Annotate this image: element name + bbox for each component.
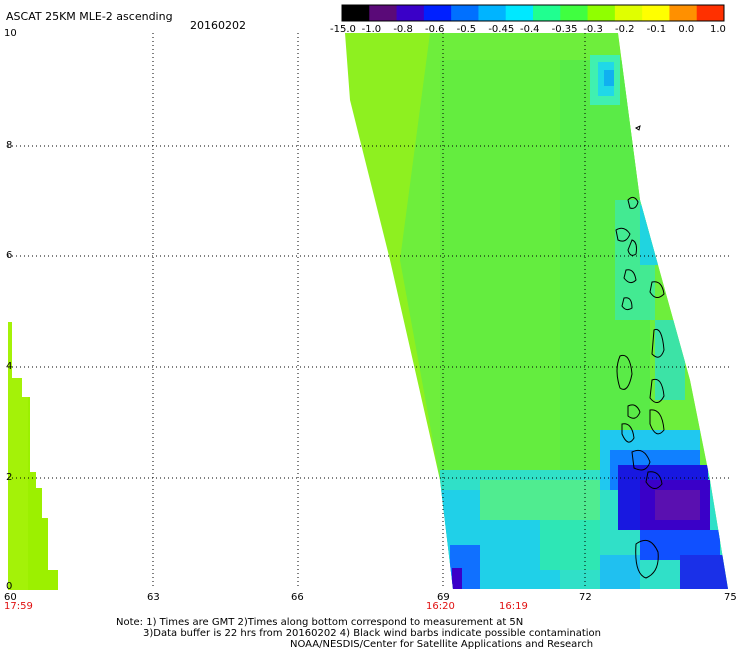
colorbar-segment <box>423 5 452 21</box>
x-tick-69: 69 <box>437 592 450 603</box>
colorbar-segment <box>396 5 425 21</box>
colorbar-segment <box>587 5 616 21</box>
left-swath <box>8 322 58 590</box>
colorbar-label: -0.35 <box>551 24 578 35</box>
y-tick-2: 2 <box>6 472 13 483</box>
colorbar-label: -0.4 <box>520 24 540 35</box>
grid-lines <box>8 33 730 589</box>
colorbar-segment <box>342 5 370 21</box>
y-tick-4: 4 <box>6 361 13 372</box>
product-title: ASCAT 25KM MLE-2 ascending <box>6 10 173 23</box>
y-tick-0: 0 <box>6 581 13 592</box>
x-tick-72: 72 <box>579 592 592 603</box>
time-label-1619: 16:19 <box>499 601 528 612</box>
colorbar-segment <box>669 5 698 21</box>
y-tick-8: 8 <box>6 140 13 151</box>
x-tick-60: 60 <box>4 592 17 603</box>
colorbar-label: -0.5 <box>456 24 477 35</box>
scatterometer-swath <box>345 33 728 589</box>
x-tick-66: 66 <box>291 592 304 603</box>
x-tick-75: 75 <box>724 592 737 603</box>
colorbar-label: -1.0 <box>361 24 382 35</box>
colorbar-segment <box>533 5 561 21</box>
colorbar-segment <box>505 5 534 21</box>
colorbar-label: -0.2 <box>615 24 635 35</box>
colorbar-label: 1.0 <box>710 24 726 35</box>
colorbar-segment <box>560 5 589 21</box>
time-label-1759: 17:59 <box>4 601 33 612</box>
product-date: 20160202 <box>190 19 246 32</box>
colorbar-label: 0.0 <box>678 24 695 35</box>
colorbar-label: -15.0 <box>330 24 356 35</box>
colorbar-label: -0.8 <box>393 24 413 35</box>
colorbar-segment <box>696 5 725 21</box>
colorbar-segment <box>478 5 507 21</box>
colorbar-segment <box>642 5 670 21</box>
colorbar-label: -0.6 <box>425 24 445 35</box>
note-line-1: Note: 1) Times are GMT 2)Times along bot… <box>116 617 524 628</box>
colorbar-label: -0.3 <box>583 24 603 35</box>
note-line-3: NOAA/NESDIS/Center for Satellite Applica… <box>290 639 594 650</box>
island-outlines <box>615 125 665 579</box>
colorbar-segment <box>369 5 398 21</box>
note-line-2: 3)Data buffer is 22 hrs from 20160202 4)… <box>143 628 601 639</box>
y-tick-6: 6 <box>6 250 13 261</box>
colorbar-border <box>341 4 725 22</box>
x-tick-63: 63 <box>147 592 160 603</box>
colorbar-label: -0.1 <box>646 24 667 35</box>
colorbar <box>341 4 725 22</box>
colorbar-segment <box>614 5 643 21</box>
colorbar-label: -0.45 <box>488 24 515 35</box>
time-label-1620: 16:20 <box>426 601 455 612</box>
colorbar-segment <box>451 5 479 21</box>
y-tick-10: 10 <box>4 28 17 39</box>
